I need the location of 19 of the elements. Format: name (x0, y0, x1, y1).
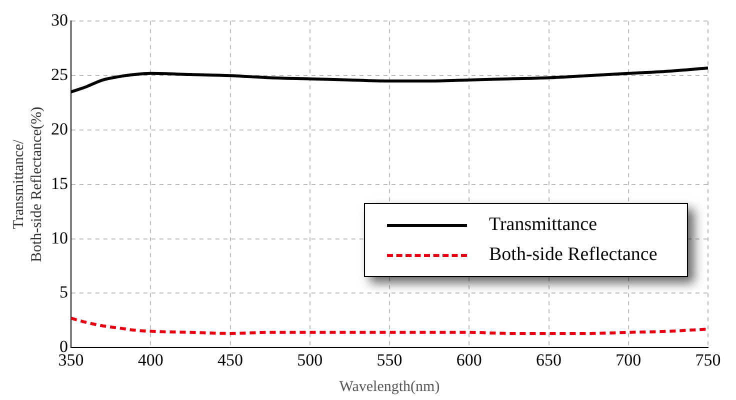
x-tick-label: 400 (138, 350, 164, 370)
x-tick-label: 700 (616, 350, 642, 370)
x-tick-label: 550 (376, 350, 402, 370)
y-tick-label: 30 (51, 10, 68, 30)
y-tick-label: 20 (51, 119, 68, 138)
x-tick-label: 450 (218, 350, 243, 370)
x-tick-label: 600 (456, 350, 482, 370)
y-tick-label: 5 (60, 282, 68, 302)
x-axis-title: Wavelength(nm) (339, 378, 440, 395)
x-tick-label: 750 (695, 350, 721, 370)
legend-label: Transmittance (489, 214, 598, 236)
y-tick-label: 25 (51, 65, 68, 84)
y-tick-label: 10 (51, 228, 68, 248)
line-series (71, 316, 708, 335)
x-tick-label: 500 (297, 350, 323, 370)
y-tick-label: 15 (51, 174, 68, 193)
x-tick-label: 650 (536, 350, 562, 370)
legend-label: Both-side Reflectance (489, 244, 658, 266)
y-axis-title: Transmittance/ Both-side Reflectance(%) (10, 106, 45, 262)
